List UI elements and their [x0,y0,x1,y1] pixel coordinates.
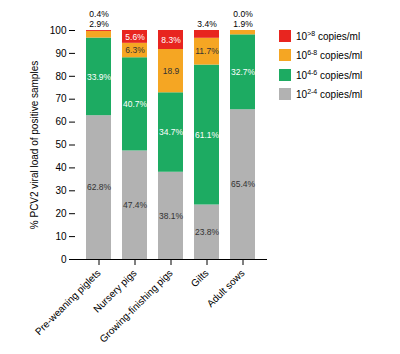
svg-text:% PCV2 viral load of positive: % PCV2 viral load of positive samples [29,61,40,229]
svg-text:5.6%: 5.6% [125,32,145,42]
svg-text:65.4%: 65.4% [231,179,256,189]
svg-text:Nursery pigs: Nursery pigs [91,267,139,315]
svg-text:1.9%: 1.9% [233,19,253,29]
svg-text:0: 0 [61,254,67,265]
svg-text:38.1%: 38.1% [159,211,184,221]
svg-text:11.7%: 11.7% [195,46,219,56]
html-text:4-6copies/ml: 4-6copies/ml [307,68,363,81]
svg-text:Gilts: Gilts [189,267,211,289]
svg-text:Growing-finishing pigs: Growing-finishing pigs [97,267,174,344]
svg-text:0.0%: 0.0% [233,9,253,19]
svg-text:30: 30 [55,185,67,196]
svg-text:100: 100 [50,25,67,36]
svg-text:3.4%: 3.4% [197,19,217,29]
svg-text:70: 70 [55,93,67,104]
svg-text:40: 40 [55,162,67,173]
html-text:10: 10 [296,89,308,101]
svg-text:0.4%: 0.4% [89,9,109,19]
svg-text:60: 60 [55,116,67,127]
svg-text:2.9%: 2.9% [89,19,109,29]
html-text:10: 10 [296,50,308,62]
svg-text:20: 20 [55,208,67,219]
svg-text:61.1%: 61.1% [195,130,220,140]
html-text:10: 10 [296,70,308,81]
svg-text:62.8%: 62.8% [87,182,112,192]
svg-text:10: 10 [55,231,67,242]
svg-text:8.3%: 8.3% [161,35,181,45]
svg-text:50: 50 [55,139,67,150]
svg-text:Pre-weaning piglets: Pre-weaning piglets [33,267,103,337]
svg-text:47.4%: 47.4% [123,200,148,210]
svg-text:40.7%: 40.7% [123,99,148,109]
svg-text:33.9%: 33.9% [87,72,112,82]
svg-text:90: 90 [55,48,67,59]
svg-text:6.3%: 6.3% [125,45,145,55]
svg-text:Adult sows: Adult sows [205,267,247,309]
svg-text:32.7%: 32.7% [231,67,256,77]
html-text:6-8copies/ml: 6-8copies/ml [307,49,363,62]
html-text:10>8copies/ml: 10>8copies/ml [296,30,361,43]
svg-text:34.7%: 34.7% [159,127,184,137]
svg-text:23.8%: 23.8% [195,227,220,237]
svg-text:80: 80 [55,71,67,82]
html-text:2-4copies/ml: 2-4copies/ml [307,88,363,101]
svg-text:18.9: 18.9 [163,66,180,76]
